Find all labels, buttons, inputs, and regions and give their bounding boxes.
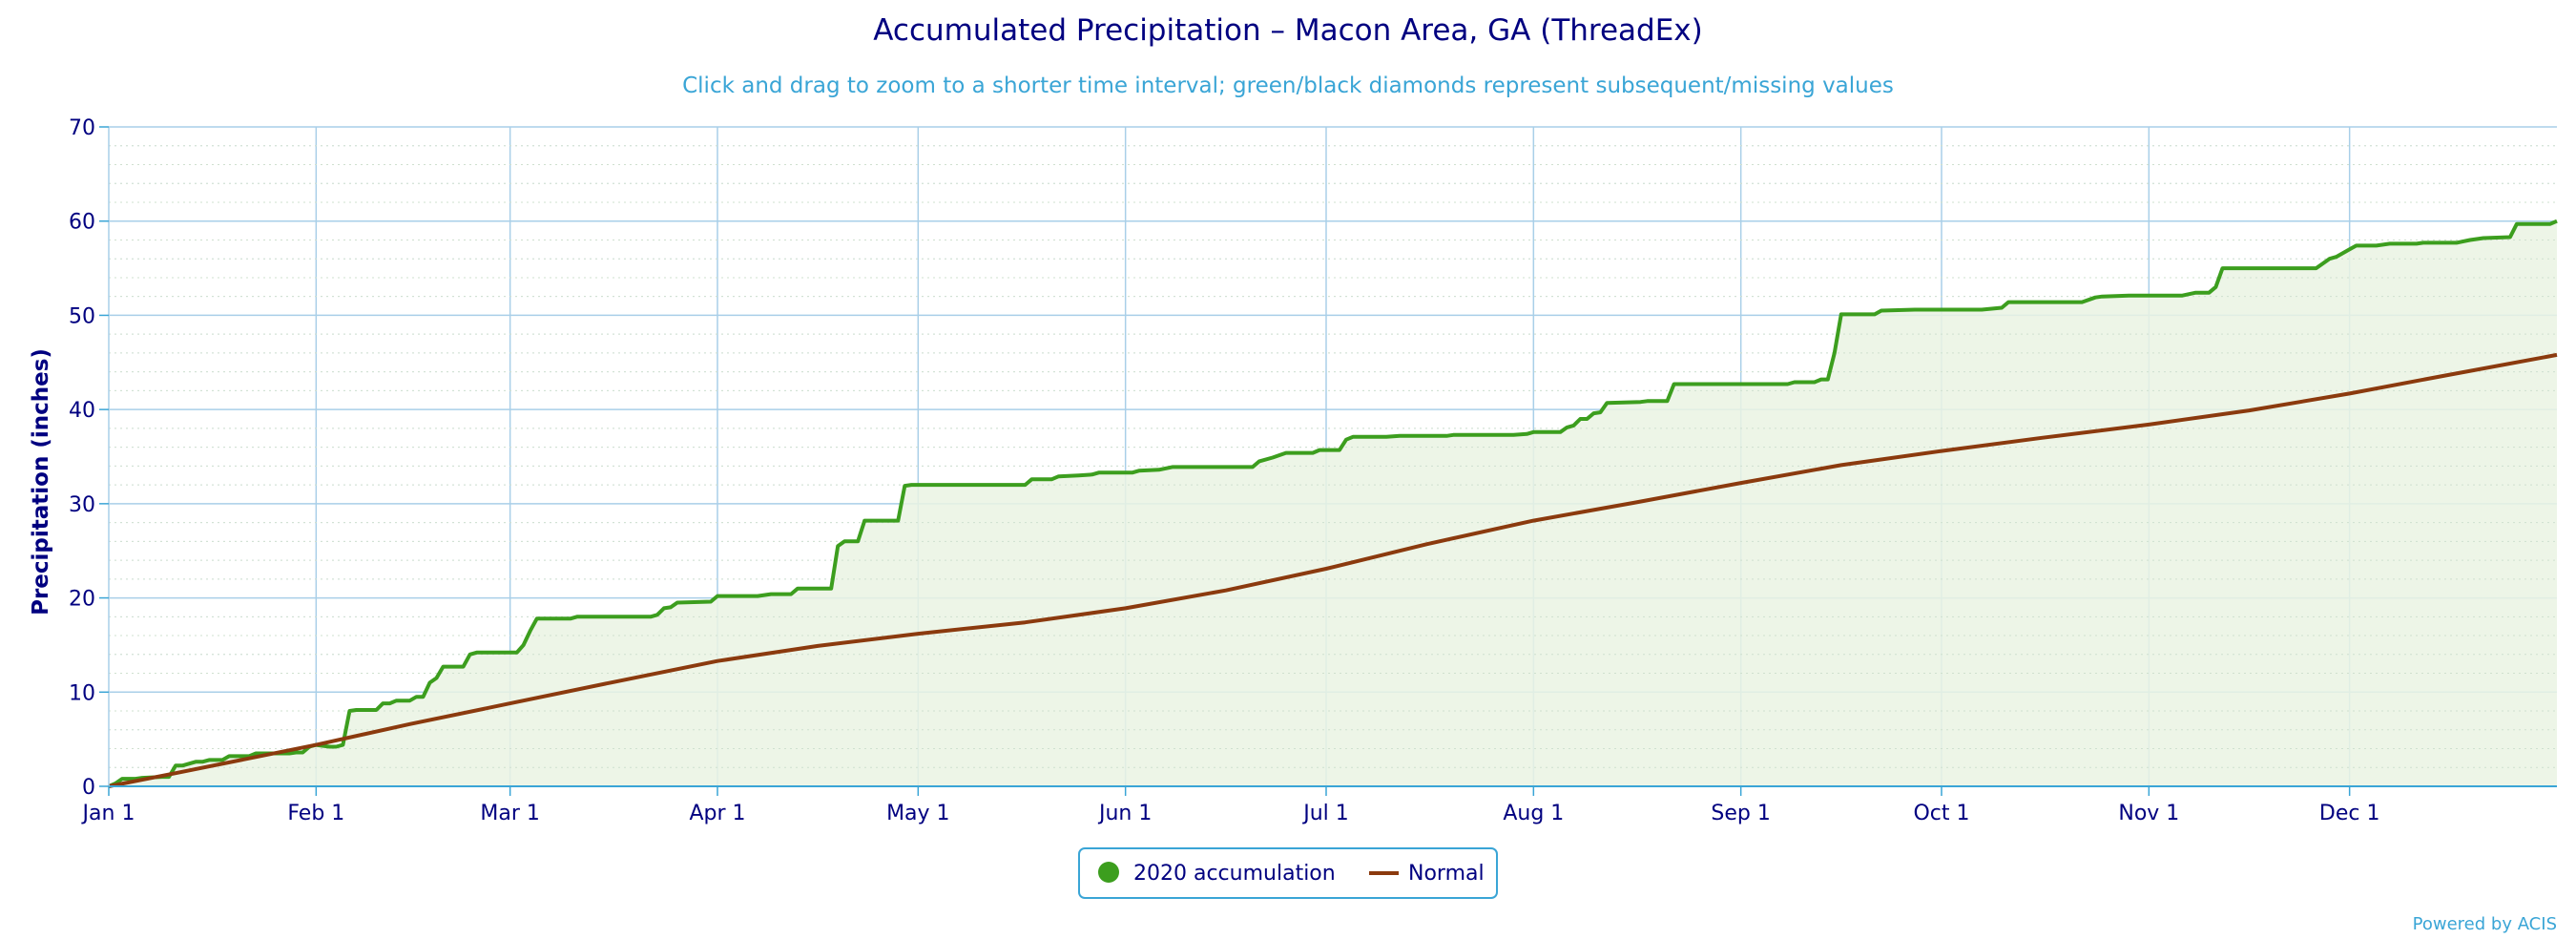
y-tick-label: 70	[69, 116, 95, 140]
y-tick-label: 30	[69, 493, 95, 517]
x-tick-label: Feb 1	[287, 802, 344, 825]
x-tick-label: Jun 1	[1097, 802, 1152, 825]
y-tick-labels: 0 10 20 30 40 50 60 70	[69, 116, 95, 800]
y-tick-label: 10	[69, 681, 95, 705]
x-tick-label: Dec 1	[2319, 802, 2380, 825]
y-axis-label: Precipitation (inches)	[29, 348, 53, 616]
x-tick-label: May 1	[886, 802, 949, 825]
y-tick-label: 20	[69, 588, 95, 612]
legend-item-2020-accumulation[interactable]: 2020 accumulation	[1098, 862, 1336, 886]
series-line-normal[interactable]	[108, 352, 2558, 788]
y-tick-label: 0	[82, 776, 95, 800]
x-tick-label: Jul 1	[1301, 802, 1349, 825]
series-area-2020-accumulation	[109, 220, 2557, 786]
legend-box	[1078, 847, 1498, 899]
x-tick-label: Apr 1	[689, 802, 745, 825]
x-tick-label: Jan 1	[81, 802, 135, 825]
credits-link[interactable]: Powered by ACIS	[2413, 914, 2557, 934]
x-tick-label: Aug 1	[1503, 802, 1564, 825]
series-layer	[108, 145, 2558, 788]
x-tick-labels: Jan 1 Feb 1 Mar 1 Apr 1 May 1 Jun 1 Jul 1 Aug 1…	[81, 802, 2380, 825]
legend-label-2020: 2020 accumulation	[1133, 862, 1336, 886]
x-tick-label: Oct 1	[1913, 802, 1969, 825]
y-tick-label: 60	[69, 211, 95, 235]
legend[interactable]: 2020 accumulation Normal	[1078, 847, 1498, 899]
y-tick-label: 50	[69, 304, 95, 328]
legend-label-normal: Normal	[1408, 862, 1485, 886]
legend-item-normal[interactable]: Normal	[1369, 862, 1485, 886]
x-tick-label: Mar 1	[480, 802, 540, 825]
axes	[99, 126, 2557, 796]
chart-title: Accumulated Precipitation – Macon Area, …	[873, 13, 1702, 48]
x-tick-label: Nov 1	[2118, 802, 2179, 825]
legend-marker-2020	[1098, 862, 1119, 883]
x-tick-label: Sep 1	[1711, 802, 1770, 825]
chart-subtitle: Click and drag to zoom to a shorter time…	[682, 73, 1894, 98]
y-tick-label: 40	[69, 399, 95, 423]
